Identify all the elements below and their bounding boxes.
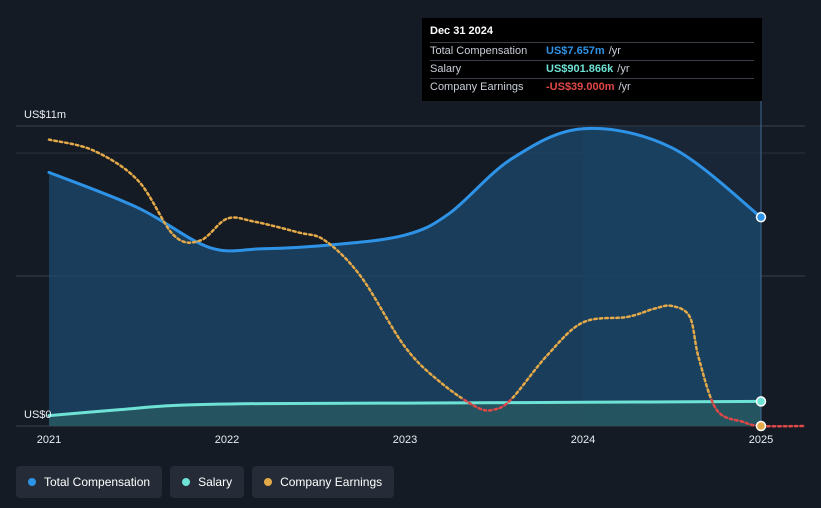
legend-dot-icon <box>264 478 273 486</box>
legend-item-company-earnings[interactable]: Company Earnings <box>252 466 395 498</box>
chart: 2021 2022 2023 2024 2025 US$0 US$11m <box>16 101 807 446</box>
legend-label: Company Earnings <box>280 475 383 489</box>
tooltip-row-company-earnings: Company Earnings -US$39.000m /yr <box>430 78 754 96</box>
tooltip-value: -US$39.000m <box>546 81 615 93</box>
salary-line <box>47 399 763 418</box>
x-tick-label: 2024 <box>571 434 595 446</box>
x-tick-label: 2023 <box>393 434 417 446</box>
tooltip-row-total-compensation: Total Compensation US$7.657m /yr <box>430 42 754 60</box>
tooltip-date: Dec 31 2024 <box>430 25 493 37</box>
tooltip-value: US$7.657m <box>546 45 605 57</box>
tooltip-row-salary: Salary US$901.866k /yr <box>430 60 754 78</box>
y-tick-label: US$0 <box>24 409 52 421</box>
company-earnings-line <box>47 138 713 399</box>
legend-dot-icon <box>182 478 191 486</box>
total-compensation-point <box>755 211 767 223</box>
x-tick-label: 2022 <box>215 434 239 446</box>
axes: 2021 2022 2023 2024 2025 US$0 US$11m <box>24 109 773 446</box>
tooltip-unit: /yr <box>617 63 630 75</box>
legend-label: Salary <box>198 475 233 489</box>
tooltip-unit: /yr <box>618 81 631 93</box>
x-tick-label: 2025 <box>749 434 773 446</box>
legend: Total Compensation Salary Company Earnin… <box>16 466 395 498</box>
total-compensation-line <box>47 126 763 253</box>
salary-area <box>49 401 761 426</box>
tooltip-unit: /yr <box>608 45 621 57</box>
company-earnings-negative-line <box>460 398 807 428</box>
legend-item-total-compensation[interactable]: Total Compensation <box>16 466 163 498</box>
legend-label: Total Compensation <box>44 475 151 489</box>
legend-item-salary[interactable]: Salary <box>170 466 245 498</box>
tooltip: Dec 31 2024 Total Compensation US$7.657m… <box>422 18 762 101</box>
company-earnings-point <box>755 420 767 432</box>
y-tick-label: US$11m <box>24 109 66 121</box>
tooltip-label: Total Compensation <box>430 45 528 57</box>
series <box>47 101 807 432</box>
salary-point <box>755 396 767 407</box>
tooltip-label: Salary <box>430 63 462 75</box>
x-tick-label: 2021 <box>37 434 61 446</box>
total-compensation-area <box>49 128 761 426</box>
legend-dot-icon <box>28 478 36 486</box>
tooltip-label: Company Earnings <box>430 81 524 93</box>
tooltip-value: US$901.866k <box>546 63 614 75</box>
